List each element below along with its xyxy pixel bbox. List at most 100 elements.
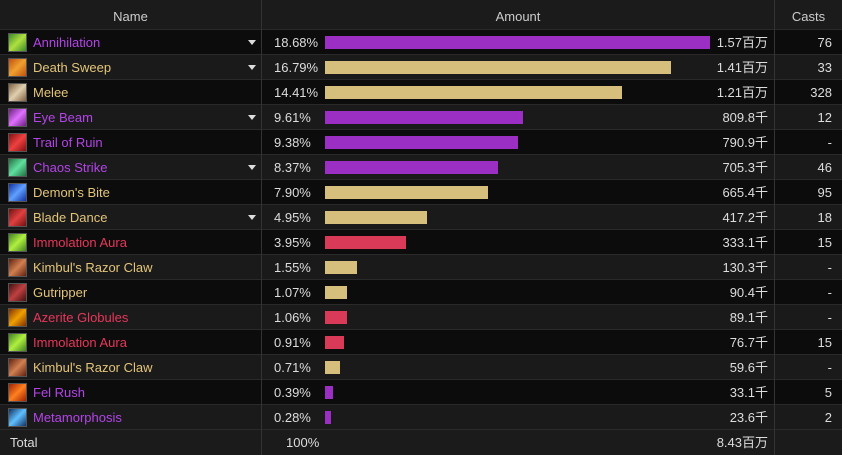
expand-arrow[interactable]	[248, 65, 256, 70]
spell-icon	[8, 108, 27, 127]
header-name[interactable]: Name	[0, 0, 262, 30]
amount: 76.7千	[729, 335, 768, 350]
percent: 0.28%	[274, 410, 311, 425]
name-cell: Melee	[0, 80, 262, 105]
bar	[325, 361, 340, 374]
spell-icon	[8, 383, 27, 402]
amount-cell: 4.95% 417.2千	[262, 205, 775, 230]
spell-row: Immolation Aura 3.95% 333.1千 15	[0, 230, 842, 255]
name-cell: Metamorphosis	[0, 405, 262, 430]
amount: 333.1千	[722, 235, 768, 250]
spell-icon	[8, 83, 27, 102]
amount-cell: 14.41% 1.21百万	[262, 80, 775, 105]
spell-icon	[8, 58, 27, 77]
spell-icon	[8, 358, 27, 377]
amount-cell: 0.28% 23.6千	[262, 405, 775, 430]
bar	[325, 261, 357, 274]
amount-cell: 1.55% 130.3千	[262, 255, 775, 280]
percent: 9.61%	[274, 110, 311, 125]
spell-icon	[8, 283, 27, 302]
casts: -	[827, 310, 832, 325]
casts: 2	[824, 410, 832, 425]
casts: -	[827, 285, 832, 300]
spell-row: Death Sweep 16.79% 1.41百万 33	[0, 55, 842, 80]
amount: 89.1千	[729, 310, 768, 325]
bar	[325, 186, 488, 199]
casts: 95	[817, 185, 832, 200]
bar	[325, 136, 519, 149]
bar	[325, 211, 428, 224]
amount: 1.57百万	[716, 35, 768, 50]
spell-icon	[8, 233, 27, 252]
spell-name: Demon's Bite	[33, 185, 110, 200]
percent: 8.37%	[274, 160, 311, 175]
percent: 9.38%	[274, 135, 311, 150]
amount-cell: 8.37% 705.3千	[262, 155, 775, 180]
spell-name: Chaos Strike	[33, 160, 108, 175]
spell-name: Fel Rush	[33, 385, 86, 400]
name-cell: Eye Beam	[0, 105, 262, 130]
name-cell: Trail of Ruin	[0, 130, 262, 155]
spell-icon	[8, 133, 27, 152]
bar	[325, 111, 524, 124]
spell-icon	[8, 158, 27, 177]
bar	[325, 286, 348, 299]
expand-arrow[interactable]	[248, 215, 256, 220]
percent: 16.79%	[274, 60, 319, 75]
spell-icon	[8, 408, 27, 427]
percent: 4.95%	[274, 210, 311, 225]
spell-row: Chaos Strike 8.37% 705.3千 46	[0, 155, 842, 180]
spell-name: Blade Dance	[33, 210, 108, 225]
spell-row: Metamorphosis 0.28% 23.6千 2	[0, 405, 842, 430]
expand-arrow[interactable]	[248, 115, 256, 120]
amount: 33.1千	[729, 385, 768, 400]
amount-cell: 7.90% 665.4千	[262, 180, 775, 205]
bar	[325, 61, 672, 74]
amount-cell: 16.79% 1.41百万	[262, 55, 775, 80]
header-amount[interactable]: Amount	[262, 0, 775, 30]
spell-row: Eye Beam 9.61% 809.8千 12	[0, 105, 842, 130]
amount-cell: 1.06% 89.1千	[262, 305, 775, 330]
spell-row: Blade Dance 4.95% 417.2千 18	[0, 205, 842, 230]
casts: 76	[817, 35, 832, 50]
name-cell: Annihilation	[0, 30, 262, 55]
spell-row: Melee 14.41% 1.21百万 328	[0, 80, 842, 105]
spell-icon	[8, 333, 27, 352]
spell-name: Trail of Ruin	[33, 135, 103, 150]
total-row: Total 100% 8.43百万	[0, 430, 842, 455]
spell-name: Eye Beam	[33, 110, 93, 125]
spell-row: Trail of Ruin 9.38% 790.9千 -	[0, 130, 842, 155]
percent: 1.06%	[274, 310, 311, 325]
bar	[325, 36, 710, 49]
name-cell: Blade Dance	[0, 205, 262, 230]
bar	[325, 161, 498, 174]
spell-name: Kimbul's Razor Claw	[33, 260, 153, 275]
header-casts[interactable]: Casts	[791, 9, 826, 24]
amount-cell: 0.71% 59.6千	[262, 355, 775, 380]
expand-arrow[interactable]	[248, 40, 256, 45]
spell-row: Kimbul's Razor Claw 0.71% 59.6千 -	[0, 355, 842, 380]
percent: 0.91%	[274, 335, 311, 350]
amount-cell: 0.91% 76.7千	[262, 330, 775, 355]
spell-row: Immolation Aura 0.91% 76.7千 15	[0, 330, 842, 355]
bar	[325, 336, 344, 349]
amount: 130.3千	[722, 260, 768, 275]
amount: 705.3千	[722, 160, 768, 175]
casts: 18	[817, 210, 832, 225]
amount-cell: 9.38% 790.9千	[262, 130, 775, 155]
spell-row: Fel Rush 0.39% 33.1千 5	[0, 380, 842, 405]
percent: 18.68%	[274, 35, 319, 50]
amount-cell: 0.39% 33.1千	[262, 380, 775, 405]
casts: 12	[817, 110, 832, 125]
spell-icon	[8, 183, 27, 202]
spell-name: Immolation Aura	[33, 335, 127, 350]
spell-row: Demon's Bite 7.90% 665.4千 95	[0, 180, 842, 205]
expand-arrow[interactable]	[248, 165, 256, 170]
amount: 59.6千	[729, 360, 768, 375]
spell-name: Melee	[33, 85, 69, 100]
spell-row: Annihilation 18.68% 1.57百万 76	[0, 30, 842, 55]
spell-row: Azerite Globules 1.06% 89.1千 -	[0, 305, 842, 330]
spell-name: Gutripper	[33, 285, 88, 300]
percent: 3.95%	[274, 235, 311, 250]
